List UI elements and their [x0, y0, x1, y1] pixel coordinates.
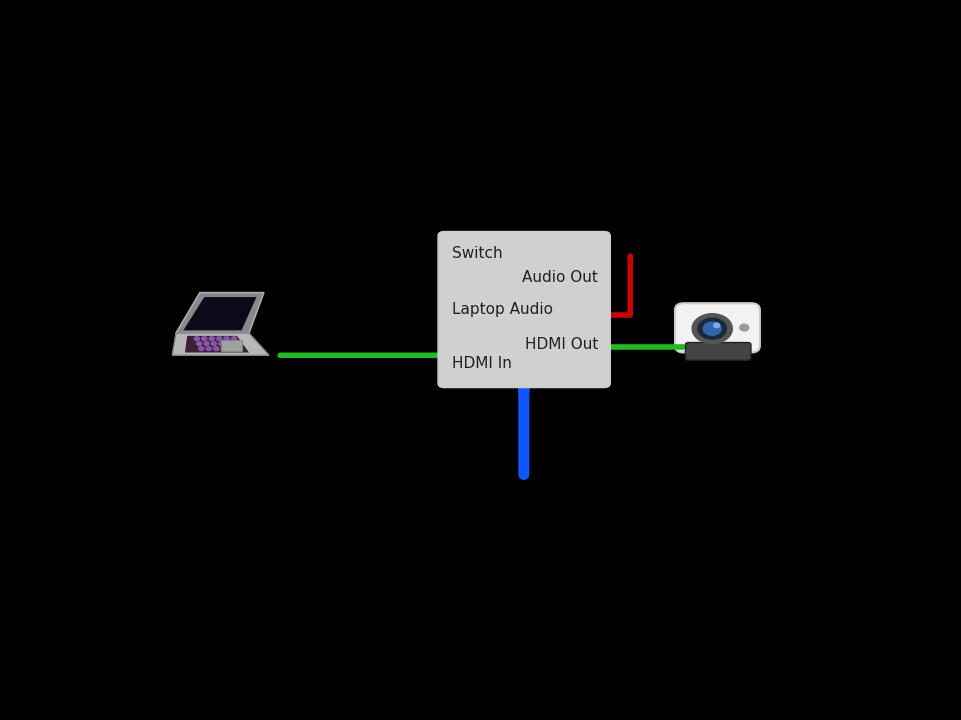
Circle shape	[698, 318, 727, 339]
Circle shape	[224, 337, 230, 341]
Circle shape	[232, 337, 236, 341]
Polygon shape	[172, 333, 269, 355]
Circle shape	[234, 342, 239, 346]
Circle shape	[211, 342, 216, 346]
Polygon shape	[221, 341, 241, 351]
Circle shape	[209, 337, 214, 341]
Circle shape	[196, 342, 202, 346]
Circle shape	[692, 314, 732, 343]
Circle shape	[221, 347, 226, 351]
Circle shape	[219, 342, 224, 346]
Text: Laptop Audio: Laptop Audio	[452, 302, 553, 317]
FancyBboxPatch shape	[675, 303, 760, 353]
Circle shape	[226, 342, 232, 346]
Circle shape	[202, 337, 207, 341]
Text: Switch: Switch	[452, 246, 503, 261]
FancyBboxPatch shape	[685, 343, 751, 360]
Circle shape	[199, 347, 204, 351]
Text: HDMI In: HDMI In	[452, 356, 511, 372]
Polygon shape	[184, 297, 257, 330]
Polygon shape	[185, 336, 249, 353]
Circle shape	[204, 342, 209, 346]
Circle shape	[714, 323, 720, 328]
Polygon shape	[176, 292, 264, 333]
Circle shape	[194, 337, 200, 341]
Circle shape	[213, 347, 219, 351]
FancyBboxPatch shape	[438, 232, 610, 387]
Circle shape	[229, 347, 234, 351]
Circle shape	[740, 324, 749, 331]
Circle shape	[207, 347, 211, 351]
Text: Audio Out: Audio Out	[523, 270, 599, 284]
Circle shape	[216, 337, 222, 341]
Circle shape	[236, 347, 241, 351]
Circle shape	[703, 322, 721, 336]
Text: HDMI Out: HDMI Out	[525, 337, 599, 352]
